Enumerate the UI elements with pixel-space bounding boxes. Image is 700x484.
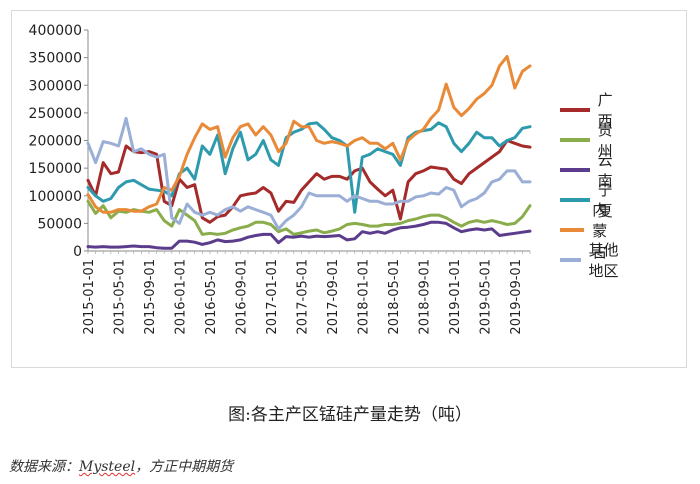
x-tick-label: 2015-01-01 — [82, 259, 97, 335]
series-line-广西 — [86, 139, 532, 224]
legend-item: 其他地区 — [560, 241, 621, 280]
series-line-其他地区 — [86, 116, 532, 231]
y-tick-label: 250000 — [29, 106, 82, 122]
legend-item: 云南 — [560, 151, 621, 190]
source-suffix: ，方正中期期货 — [135, 459, 234, 475]
x-tick-label: 2017-05-01 — [295, 259, 310, 335]
legend-label: 内蒙古 — [592, 200, 608, 261]
legend-swatch — [560, 138, 590, 142]
y-tick-label: 100000 — [29, 189, 82, 205]
legend-label: 宁夏 — [597, 181, 613, 220]
x-tick-label: 2019-09-01 — [509, 259, 524, 335]
y-tick-label: 350000 — [29, 51, 82, 67]
legend-swatch — [560, 198, 590, 202]
source-name: Mysteel — [79, 459, 136, 475]
series-line-贵州 — [86, 199, 532, 236]
series-line-内蒙古 — [86, 55, 532, 214]
legend-label: 贵州 — [597, 121, 613, 160]
data-source: 数据来源：Mysteel，方正中期期货 — [9, 456, 233, 476]
legend-label: 其他地区 — [588, 241, 619, 280]
source-prefix: 数据来源： — [9, 459, 79, 475]
x-tick-label: 2018-09-01 — [417, 259, 432, 335]
series-line-宁夏 — [86, 121, 532, 214]
legend-swatch — [560, 108, 590, 112]
legend-swatch — [560, 228, 585, 232]
line-chart: 0 50000 100000 150000 200000 250000 300000 3500… — [29, 23, 532, 335]
y-tick-label: 0 — [73, 244, 82, 260]
x-tick-label: 2015-05-01 — [112, 259, 127, 335]
y-tick-label: 50000 — [37, 216, 82, 232]
chart-frame — [11, 10, 687, 368]
x-tick-label: 2018-05-01 — [387, 259, 402, 335]
x-tick-label: 2015-09-01 — [143, 259, 158, 335]
x-tick-label: 2016-05-01 — [204, 259, 219, 335]
legend-item: 贵州 — [560, 121, 621, 160]
series-line-云南 — [86, 220, 532, 250]
legend-item: 内蒙古 — [560, 201, 621, 261]
y-tick-label: 300000 — [29, 78, 82, 94]
legend-swatch — [560, 168, 590, 172]
legend-swatch — [560, 258, 581, 262]
legend-item: 广西 — [560, 91, 621, 130]
x-tick-label: 2017-09-01 — [326, 259, 341, 335]
y-tick-label: 200000 — [29, 134, 82, 150]
legend-label: 云南 — [597, 151, 613, 190]
x-tick-label: 2018-01-01 — [356, 259, 371, 335]
legend-label: 广西 — [597, 91, 613, 130]
x-tick-label: 2019-05-01 — [478, 259, 493, 335]
x-tick-label: 2017-01-01 — [265, 259, 280, 335]
x-tick-label: 2016-09-01 — [234, 259, 249, 335]
y-tick-label: 400000 — [29, 23, 82, 39]
y-tick-label: 150000 — [29, 161, 82, 177]
legend-item: 宁夏 — [560, 181, 621, 220]
x-tick-label: 2016-01-01 — [173, 259, 188, 335]
x-tick-label: 2019-01-01 — [448, 259, 463, 335]
chart-caption: 图:各主产区锰硅产量走势（吨） — [228, 405, 472, 425]
